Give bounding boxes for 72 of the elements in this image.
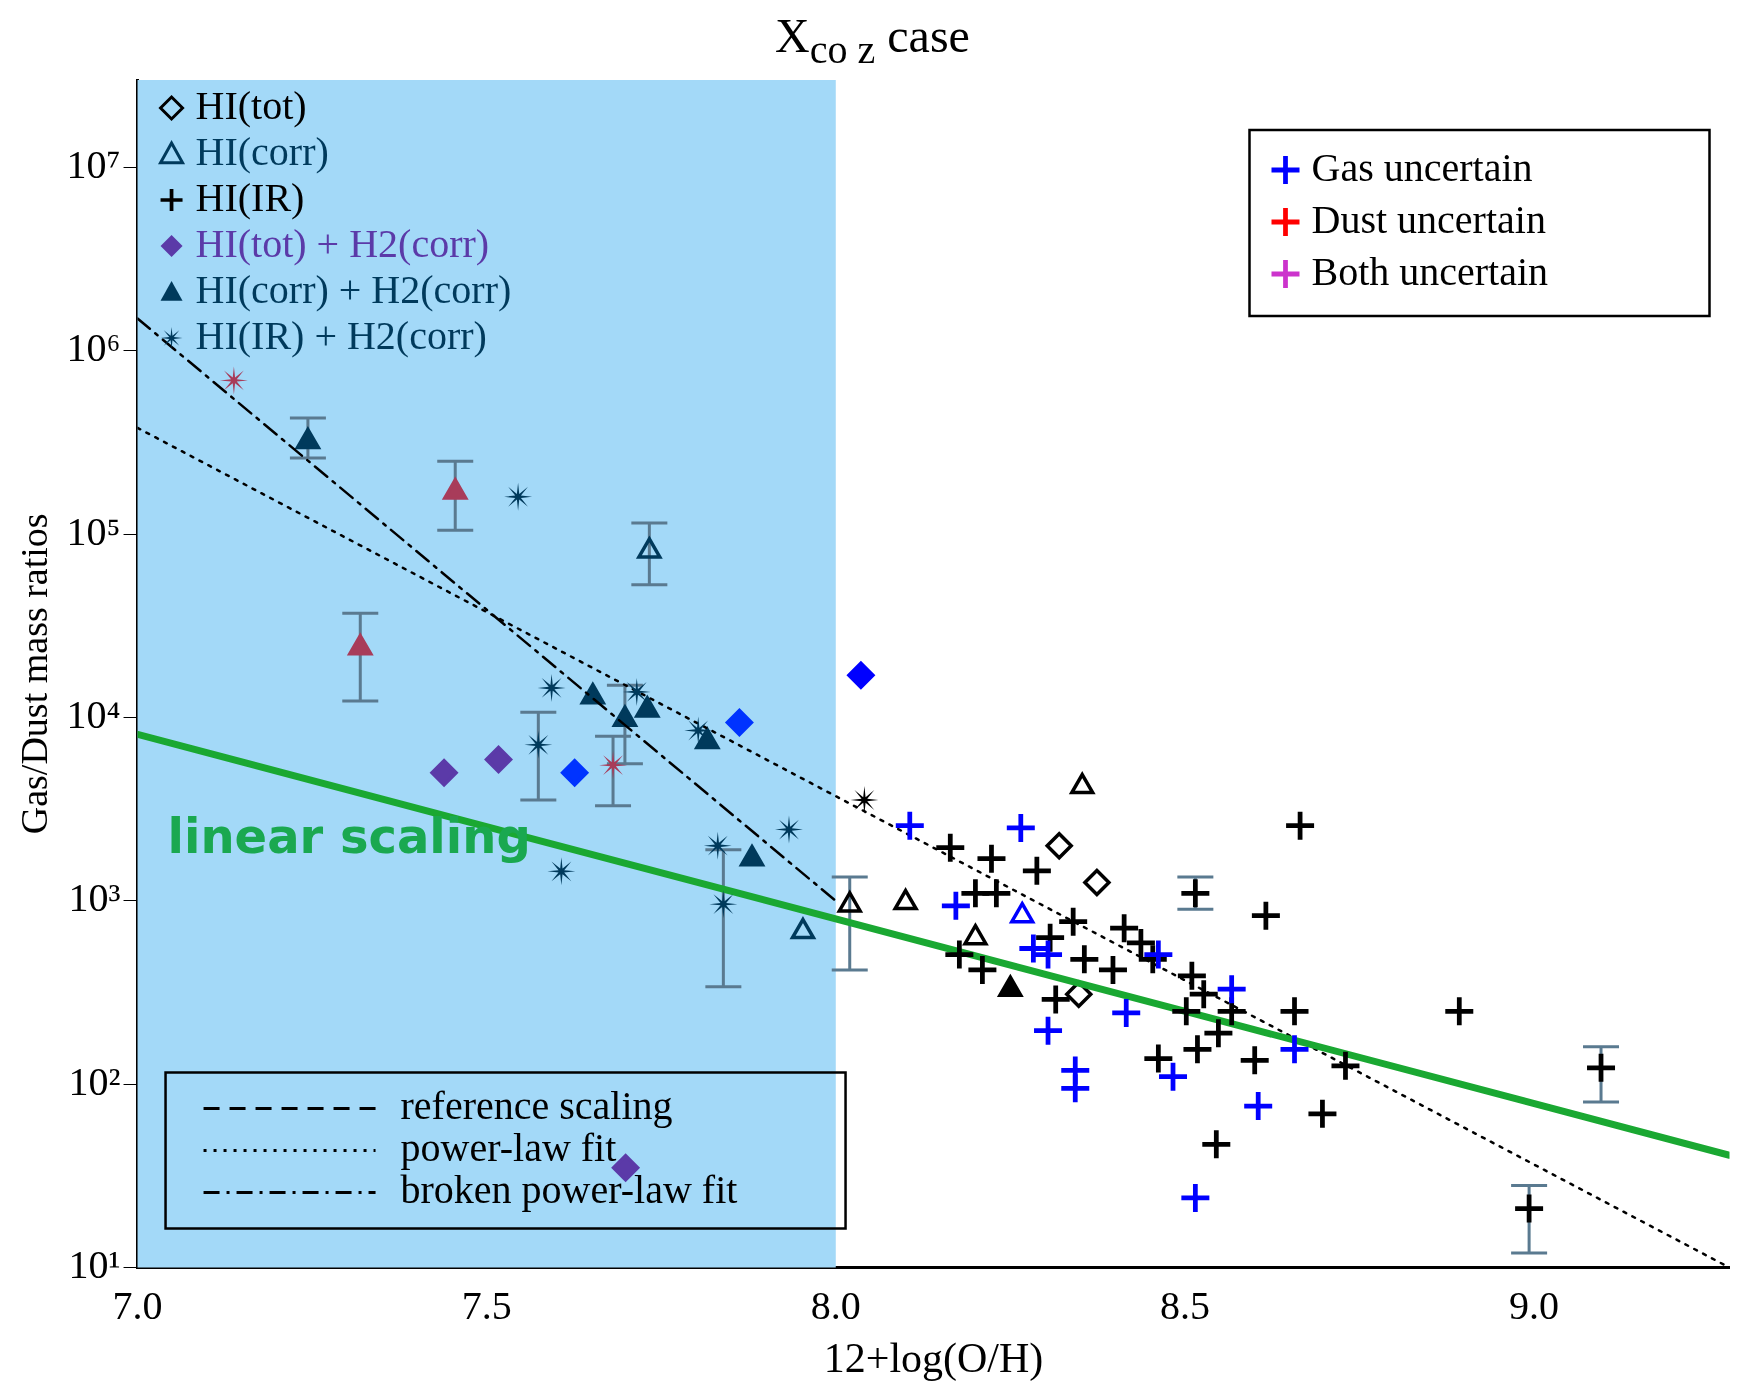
point xyxy=(1006,813,1035,842)
point xyxy=(895,811,924,840)
point xyxy=(1183,1035,1212,1064)
point xyxy=(1022,856,1051,885)
x-tick-label: 9.0 xyxy=(1509,1283,1559,1329)
point xyxy=(977,844,1006,873)
point xyxy=(547,857,576,886)
legend-label: HI(tot) + H2(corr) xyxy=(195,220,490,266)
y-tick-label: 10⁷ xyxy=(66,141,121,187)
point xyxy=(936,833,965,862)
point xyxy=(684,716,713,745)
point xyxy=(1280,1035,1309,1064)
legend-label: Gas uncertain xyxy=(1311,144,1533,190)
point xyxy=(941,891,970,920)
x-tick-label: 7.5 xyxy=(461,1283,512,1329)
x-tick-label: 8.0 xyxy=(810,1283,861,1329)
point xyxy=(1217,975,1246,1004)
point xyxy=(1286,811,1315,840)
point xyxy=(945,940,974,969)
point xyxy=(1061,1074,1090,1103)
point xyxy=(1112,998,1141,1027)
point xyxy=(1159,1062,1188,1091)
x-tick-label: 8.5 xyxy=(1159,1283,1210,1329)
point xyxy=(1181,1183,1210,1212)
point xyxy=(1144,940,1173,969)
point xyxy=(1070,945,1099,974)
y-tick-label: 10⁶ xyxy=(66,325,121,371)
point xyxy=(1280,997,1309,1026)
x-axis-title: 12+log(O/H) xyxy=(823,1334,1044,1382)
point xyxy=(1034,940,1063,969)
y-tick-label: 10⁴ xyxy=(66,692,121,738)
point xyxy=(1587,1053,1616,1082)
point xyxy=(560,758,589,787)
point xyxy=(1019,934,1048,963)
y-tick-label: 10⁵ xyxy=(66,508,121,554)
legend-label: Dust uncertain xyxy=(1311,196,1546,242)
point xyxy=(1110,914,1139,943)
legend-label: HI(IR) + H2(corr) xyxy=(195,312,487,358)
y-tick-label: 10³ xyxy=(68,875,121,921)
point xyxy=(1045,831,1073,860)
point xyxy=(1308,1099,1337,1128)
point xyxy=(1331,1051,1360,1080)
legend-label: HI(corr) xyxy=(195,128,329,174)
annotation: linear scaling xyxy=(167,807,531,864)
point xyxy=(1177,961,1206,990)
point xyxy=(703,831,732,860)
point xyxy=(1034,1016,1063,1045)
point xyxy=(1059,907,1088,936)
point xyxy=(1445,997,1474,1026)
point xyxy=(1244,1092,1273,1121)
point xyxy=(484,745,513,774)
point xyxy=(1144,1044,1173,1073)
point xyxy=(1041,985,1070,1014)
point xyxy=(1204,1019,1233,1048)
point xyxy=(1240,1046,1269,1075)
y-tick-label: 10² xyxy=(68,1058,121,1104)
point xyxy=(430,758,458,787)
point xyxy=(725,708,754,737)
point xyxy=(1251,901,1280,930)
legend-label: Both uncertain xyxy=(1311,248,1549,294)
point xyxy=(982,879,1011,908)
point xyxy=(1202,1130,1231,1159)
legend-label: HI(tot) xyxy=(195,82,307,128)
legend-label: HI(IR) xyxy=(195,174,305,220)
point xyxy=(1172,997,1201,1026)
point xyxy=(1189,980,1218,1009)
point xyxy=(1515,1194,1544,1223)
legend-label: HI(corr) + H2(corr) xyxy=(195,266,512,312)
chart-title: X$_{co z}$ case xyxy=(774,8,971,73)
y-axis-title: Gas/Dust mass ratios xyxy=(12,513,55,835)
point xyxy=(1083,868,1111,897)
point xyxy=(968,955,997,984)
